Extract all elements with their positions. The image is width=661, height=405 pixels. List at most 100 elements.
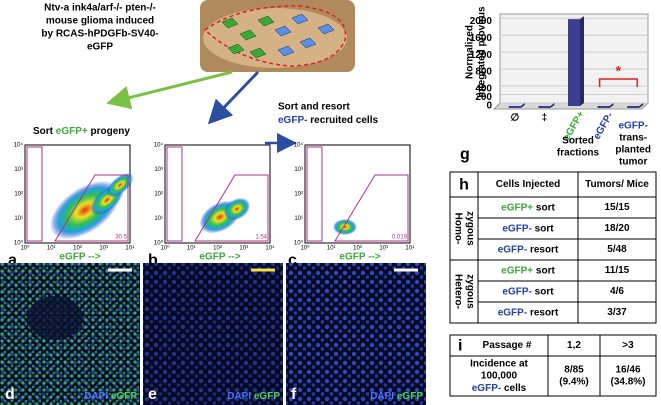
row-label: Incidence at	[470, 359, 528, 370]
group-label: zygous	[464, 274, 475, 309]
y-tick-label: 10⁴	[154, 142, 164, 149]
gate	[194, 174, 269, 242]
x-label: eGFP -->	[199, 252, 240, 263]
method: resort	[530, 307, 559, 318]
table-h: h Cells Injected Tumors/ Mice Homo-zygous eG…	[449, 171, 657, 324]
panel-letter: g	[460, 146, 470, 163]
tumor-photo	[200, 0, 355, 72]
gate-value: 0.019	[392, 235, 408, 241]
gate	[26, 146, 43, 242]
channel-label: DAPI eGFP	[370, 391, 423, 402]
x-tick-label: 10³	[239, 246, 248, 252]
sort-label: Sort eGFP+ progeny	[33, 126, 130, 137]
significance-bracket	[598, 78, 638, 87]
x-label: eGFP -->	[59, 252, 100, 263]
row-label: eGFP- cells	[472, 383, 527, 394]
cell-text: 4/6	[610, 286, 624, 297]
category-note: trans-	[619, 133, 647, 144]
cell-text: 8/85	[564, 365, 584, 376]
significance: *	[616, 63, 622, 79]
cell-text: eGFP- resort	[498, 244, 559, 255]
text: recruited cells	[310, 115, 378, 126]
group-label: Homo-	[452, 213, 463, 245]
row-label: 100,000	[481, 371, 518, 382]
arrow	[207, 70, 260, 125]
gate-value: 1.54	[255, 235, 267, 241]
panel-letter: f	[291, 386, 297, 403]
bar-side	[609, 103, 614, 108]
method: sort	[535, 286, 555, 297]
y-tick-label: 10¹	[294, 216, 303, 222]
group-label: zygous	[464, 211, 475, 246]
header-line: by RCAS-hPDGFb-SV40-	[41, 29, 158, 40]
panel-letter: b	[148, 252, 158, 269]
panel-letter: e	[148, 386, 157, 403]
x-tick-label: 10²	[213, 246, 222, 252]
sort-label: Sort and resort	[278, 102, 350, 113]
y-tick-label: 10⁴	[14, 142, 24, 149]
text: Sort	[33, 126, 54, 137]
marker: eGFP+	[501, 202, 533, 213]
cell-text: 11/15	[605, 265, 630, 276]
y-tick-label: 10²	[294, 192, 303, 198]
y-tick-label: 1600	[470, 33, 493, 44]
category-note: tumor	[619, 157, 647, 168]
x-tick-label: 10¹	[327, 246, 336, 252]
channel-label: DAPI eGFP	[227, 391, 280, 402]
image-nuclei	[286, 263, 426, 405]
y-tick-label: 10¹	[14, 216, 23, 222]
bar-side	[550, 103, 555, 108]
y-tick-label: 10⁴	[294, 142, 304, 149]
marker: eGFP-	[472, 383, 501, 394]
table-header: Tumors/ Mice	[585, 179, 649, 190]
panel-letter: d	[5, 386, 15, 403]
table-border	[449, 334, 657, 397]
x-tick-label: 10⁴	[405, 245, 415, 252]
bar-side	[520, 103, 525, 108]
table-header: Passage #	[483, 340, 532, 351]
x-tick-label: 10⁴	[265, 245, 275, 252]
header-line: Ntv-a ink4a/arf-/- pten-/-	[44, 3, 156, 14]
image-region	[27, 296, 83, 340]
cell-text: eGFP- resort	[498, 307, 559, 318]
cell-text: eGFP- sort	[502, 223, 554, 234]
header-line: eGFP	[87, 42, 113, 53]
x-tick-label: 10²	[73, 246, 82, 252]
x-tick-label: 10¹	[47, 246, 56, 252]
bar	[568, 19, 580, 106]
cell-text: 5/48	[607, 244, 627, 255]
method: sort	[536, 202, 556, 213]
marker: eGFP+	[56, 126, 88, 137]
method: sort	[536, 265, 556, 276]
gate-value: 30.5	[115, 235, 127, 241]
gate	[166, 146, 183, 242]
panel-letter: i	[458, 338, 462, 355]
category-note: planted	[615, 145, 651, 156]
density	[106, 173, 134, 197]
x-tick-label: 10⁰	[20, 245, 30, 252]
image-panels: d DAPI eGFP e DAPI eGFP f DAPI eGFP	[0, 263, 426, 405]
marker: eGFP-	[498, 244, 527, 255]
x-tick-label: ∅	[510, 113, 519, 124]
cell-text: (9.4%)	[559, 377, 588, 388]
marker: eGFP-	[502, 286, 531, 297]
x-tick-label: eGFP-	[618, 121, 647, 132]
bar	[538, 106, 551, 108]
x-tick-label: ‡	[542, 113, 548, 124]
cell-text: 16/46	[615, 365, 640, 376]
method: sort	[535, 223, 555, 234]
x-tick-label: 10³	[99, 246, 108, 252]
cell-text: (34.8%)	[610, 377, 645, 388]
bar-side	[580, 16, 584, 106]
channel: eGFP	[397, 391, 423, 402]
table-header: 1,2	[567, 340, 581, 351]
y-tick-label: 0	[486, 101, 492, 112]
channel: DAPI	[84, 391, 108, 402]
x-label: eGFP -->	[339, 252, 380, 263]
text: cells	[504, 383, 527, 394]
y-tick-label: 10³	[14, 167, 23, 173]
marker: eGFP-	[278, 115, 307, 126]
density	[223, 197, 251, 221]
